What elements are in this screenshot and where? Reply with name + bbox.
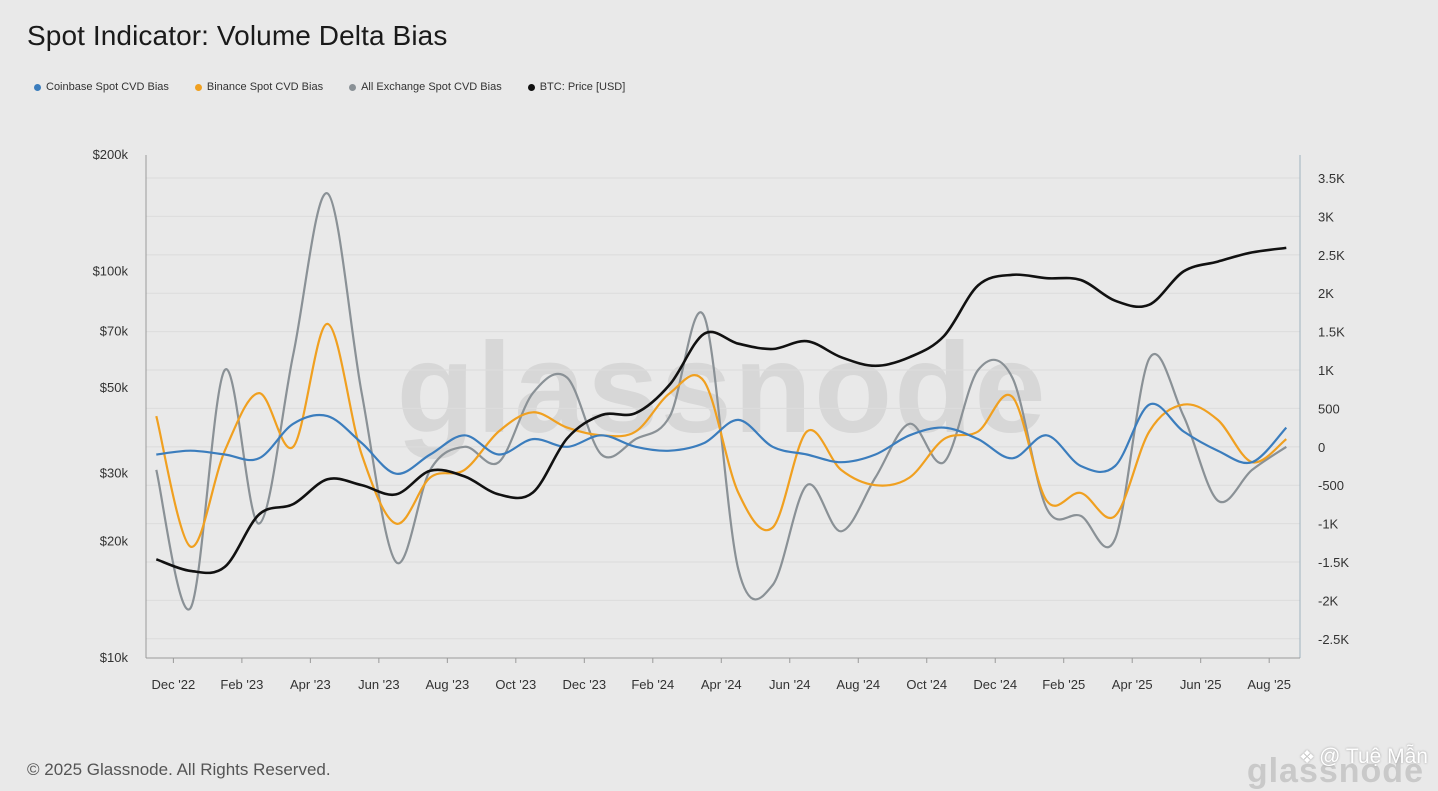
x-tick-label: Oct '23 — [495, 677, 536, 692]
binance-diamond-icon: ❖ — [1299, 747, 1315, 768]
right-tick-label: -1.5K — [1318, 555, 1349, 570]
author-credit: ❖ @ Tuệ Mẫn — [1299, 745, 1428, 769]
right-tick-label: -500 — [1318, 478, 1344, 493]
grid-lines — [146, 178, 1300, 639]
right-tick-label: 1K — [1318, 363, 1334, 378]
x-tick-label: Dec '23 — [562, 677, 606, 692]
left-tick-label: $200k — [93, 147, 129, 162]
left-tick-label: $30k — [100, 466, 129, 481]
x-tick-label: Feb '25 — [1042, 677, 1085, 692]
right-tick-label: 3K — [1318, 209, 1334, 224]
right-tick-label: -2K — [1318, 593, 1339, 608]
left-tick-label: $10k — [100, 650, 129, 665]
x-tick-label: Jun '25 — [1180, 677, 1222, 692]
right-tick-label: -1K — [1318, 517, 1339, 532]
right-tick-label: 500 — [1318, 401, 1340, 416]
right-tick-label: 3.5K — [1318, 171, 1345, 186]
right-tick-label: 0 — [1318, 440, 1325, 455]
left-tick-label: $70k — [100, 323, 129, 338]
x-tick-label: Aug '23 — [425, 677, 469, 692]
x-tick-label: Aug '24 — [836, 677, 880, 692]
x-tick-label: Jun '24 — [769, 677, 811, 692]
author-name: @ Tuệ Mẫn — [1319, 745, 1428, 769]
left-tick-label: $50k — [100, 380, 129, 395]
x-tick-label: Jun '23 — [358, 677, 400, 692]
x-tick-label: Oct '24 — [906, 677, 947, 692]
x-tick-label: Feb '24 — [631, 677, 674, 692]
right-tick-label: 1.5K — [1318, 325, 1345, 340]
copyright-text: © 2025 Glassnode. All Rights Reserved. — [27, 760, 331, 780]
left-tick-label: $100k — [93, 263, 129, 278]
x-tick-label: Apr '24 — [701, 677, 742, 692]
right-tick-label: 2.5K — [1318, 248, 1345, 263]
x-tick-label: Dec '22 — [152, 677, 196, 692]
x-tick-label: Apr '25 — [1112, 677, 1153, 692]
x-tick-label: Dec '24 — [973, 677, 1017, 692]
right-tick-label: -2.5K — [1318, 632, 1349, 647]
x-tick-label: Apr '23 — [290, 677, 331, 692]
right-tick-label: 2K — [1318, 286, 1334, 301]
x-tick-label: Feb '23 — [220, 677, 263, 692]
x-tick-label: Aug '25 — [1247, 677, 1291, 692]
left-tick-label: $20k — [100, 534, 129, 549]
